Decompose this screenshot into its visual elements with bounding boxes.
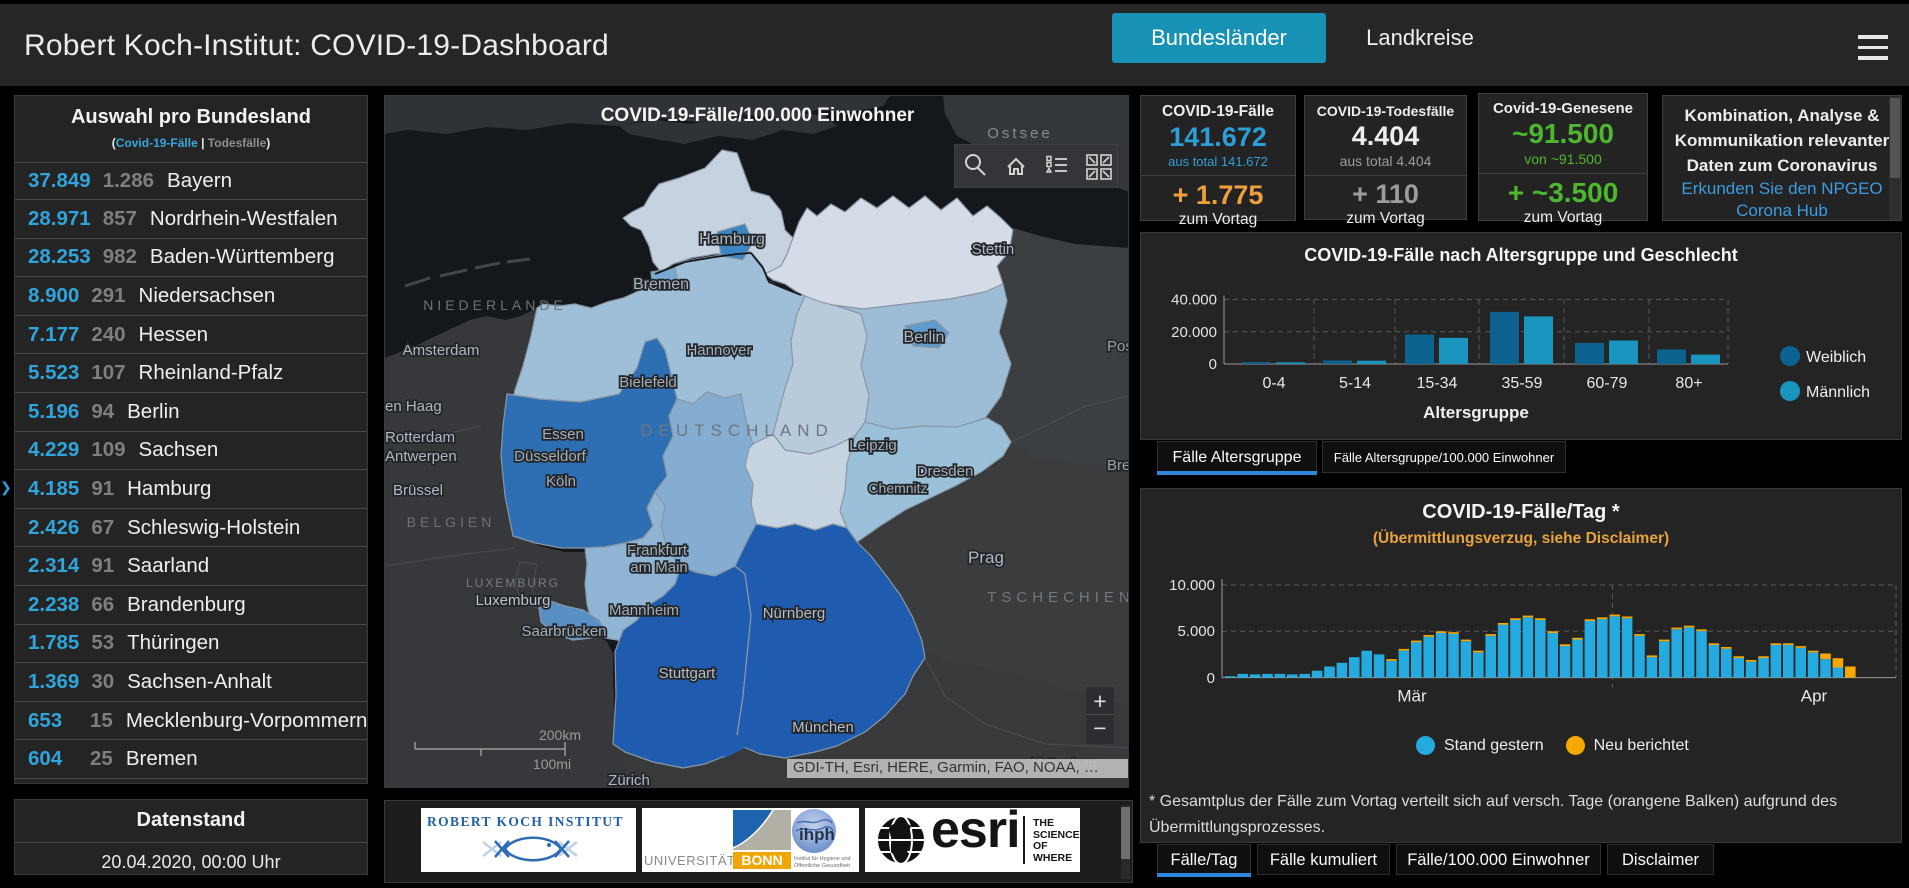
svg-text:Leipzig: Leipzig <box>849 437 897 454</box>
svg-text:Nürnberg: Nürnberg <box>763 605 826 622</box>
svg-text:TSCHECHIEN: TSCHECHIEN <box>987 589 1129 606</box>
svg-text:200km: 200km <box>539 727 581 743</box>
svg-text:Berlin: Berlin <box>904 329 945 346</box>
svg-text:0: 0 <box>1207 670 1215 687</box>
svg-text:Rotterdam: Rotterdam <box>385 429 455 446</box>
svg-text:am Main: am Main <box>630 559 688 576</box>
svg-text:Ostsee: Ostsee <box>987 125 1053 142</box>
svg-text:Saarbrücken: Saarbrücken <box>521 623 606 640</box>
svg-text:0: 0 <box>1209 356 1217 373</box>
svg-text:Frankfurt: Frankfurt <box>627 542 688 559</box>
svg-text:15-34: 15-34 <box>1417 375 1458 392</box>
svg-text:40.000: 40.000 <box>1171 292 1217 309</box>
svg-text:Amsterdam: Amsterdam <box>403 342 480 359</box>
svg-text:Dresden: Dresden <box>917 463 974 480</box>
svg-text:Mannheim: Mannheim <box>609 602 679 619</box>
svg-text:Prag: Prag <box>968 548 1004 567</box>
svg-text:Luxemburg: Luxemburg <box>475 592 550 609</box>
svg-text:20.000: 20.000 <box>1171 324 1217 341</box>
svg-text:Bremen: Bremen <box>633 276 689 293</box>
svg-text:en Haag: en Haag <box>385 398 442 415</box>
svg-text:BELGIEN: BELGIEN <box>407 514 496 530</box>
svg-text:35-59: 35-59 <box>1502 375 1543 392</box>
svg-text:5.000: 5.000 <box>1177 623 1215 640</box>
svg-text:Hannover: Hannover <box>686 342 751 359</box>
svg-text:Bielefeld: Bielefeld <box>619 374 677 391</box>
svg-text:Köln: Köln <box>546 473 576 490</box>
svg-text:Hamburg: Hamburg <box>699 231 765 248</box>
svg-text:80+: 80+ <box>1675 375 1702 392</box>
svg-text:Pos: Pos <box>1107 338 1129 355</box>
svg-text:NIEDERLANDE: NIEDERLANDE <box>423 297 567 313</box>
svg-text:Mär: Mär <box>1397 687 1427 706</box>
svg-text:10.000: 10.000 <box>1169 577 1215 594</box>
svg-text:Stuttgart: Stuttgart <box>659 665 717 682</box>
svg-text:Apr: Apr <box>1801 687 1828 706</box>
svg-text:Antwerpen: Antwerpen <box>385 448 457 465</box>
svg-text:Brüssel: Brüssel <box>393 482 443 499</box>
svg-text:Altersgruppe: Altersgruppe <box>1423 403 1529 422</box>
svg-text:Essen: Essen <box>542 426 584 443</box>
svg-text:0-4: 0-4 <box>1262 375 1285 392</box>
svg-text:Zürich: Zürich <box>608 772 650 788</box>
svg-text:München: München <box>792 719 854 736</box>
svg-text:LUXEMBURG: LUXEMBURG <box>466 576 560 590</box>
svg-text:Düsseldorf: Düsseldorf <box>514 448 587 465</box>
svg-text:60-79: 60-79 <box>1587 375 1628 392</box>
svg-text:Männlich: Männlich <box>1806 384 1870 401</box>
svg-text:Chemnitz: Chemnitz <box>868 480 927 496</box>
svg-text:Stettin: Stettin <box>972 241 1015 258</box>
svg-text:Weiblich: Weiblich <box>1806 349 1866 366</box>
svg-text:Bre: Bre <box>1107 457 1129 474</box>
svg-text:DEUTSCHLAND: DEUTSCHLAND <box>640 421 834 440</box>
svg-text:5-14: 5-14 <box>1339 375 1371 392</box>
svg-text:100mi: 100mi <box>533 756 571 772</box>
